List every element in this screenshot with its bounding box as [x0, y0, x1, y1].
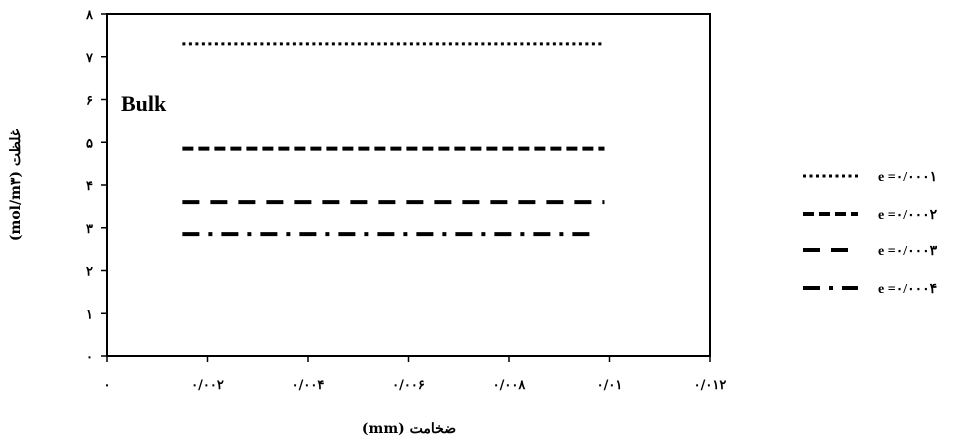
y-tick-label: ۸	[85, 8, 94, 23]
legend-label-3: e =۰/۰۰۰۳	[878, 244, 938, 259]
y-axis-title: غلظت (mol/m۳)	[8, 128, 24, 241]
y-tick-label: ۶	[86, 94, 93, 109]
x-tick-label: ۰/۰۱۲	[694, 378, 727, 393]
x-axis-title: ضخامت (mm)	[362, 421, 456, 437]
x-tick-label: ۰/۰۰۴	[292, 378, 325, 393]
legend-label-2: e =۰/۰۰۰۲	[878, 208, 938, 223]
y-tick-label: ۵	[86, 136, 93, 151]
x-axis-ticks: ۰ ۰/۰۰۲ ۰/۰۰۴ ۰/۰۰۶ ۰/۰۰۸ ۰/۰۱ ۰/۰۱۲	[104, 356, 727, 393]
legend: e =۰/۰۰۰۱ e =۰/۰۰۰۲ e =۰/۰۰۰۳ e =۰/۰۰۰۴	[803, 170, 938, 297]
y-tick-label: ۲	[86, 265, 93, 280]
series-lines	[182, 42, 605, 237]
x-tick-label: ۰/۰۰۸	[493, 378, 527, 393]
y-tick-label: ۱	[86, 307, 93, 322]
plot-area	[106, 13, 711, 357]
y-tick-label: ۴	[86, 179, 93, 194]
x-tick-label: ۰/۰۰۶	[392, 378, 425, 393]
y-axis-ticks: ۰ ۱ ۲ ۳ ۴ ۵ ۶ ۷ ۸	[85, 8, 107, 365]
y-tick-label: ۳	[86, 222, 93, 237]
y-tick-label: ۰	[86, 350, 93, 365]
y-tick-label: ۷	[85, 51, 94, 66]
x-tick-label: ۰/۰۱	[597, 378, 623, 393]
legend-label-4: e =۰/۰۰۰۴	[878, 282, 937, 297]
x-tick-label: ۰	[104, 378, 111, 393]
x-tick-label: ۰/۰۰۲	[191, 378, 224, 393]
legend-label-1: e =۰/۰۰۰۱	[878, 170, 937, 185]
bulk-annotation: Bulk	[121, 91, 167, 116]
